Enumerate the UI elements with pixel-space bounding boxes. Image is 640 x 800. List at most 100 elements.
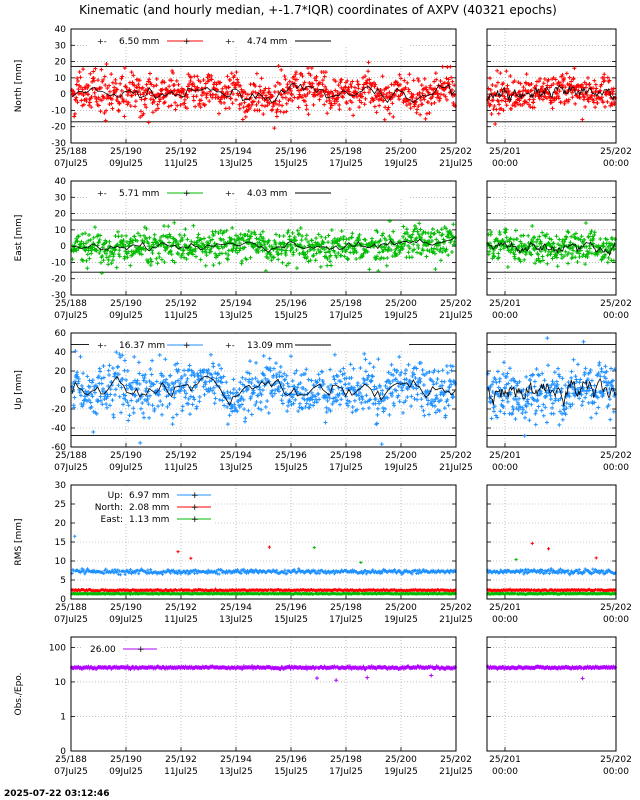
data-point-up [258,400,263,405]
data-point-north [313,93,318,98]
data-point-north [274,110,279,115]
data-point-up [578,377,583,382]
data-point-up [584,389,589,394]
data-point-north [487,76,492,81]
x-tick-label-day: 25/200 [385,603,417,613]
data-point-up [588,368,593,373]
chart-panels: North [mm]403020100-10-20-3025/18807Jul2… [14,25,632,777]
data-point-north [495,98,500,103]
data-point-up [219,366,224,371]
data-point-north [143,96,148,101]
data-point-north [72,114,77,119]
data-point-east [566,261,571,266]
data-point-east [203,263,208,268]
data-point-up [346,381,351,386]
data-point-north [202,102,207,107]
data-point-north [557,89,562,94]
data-point-north [521,88,526,93]
data-point-north [90,79,95,84]
data-point-north [89,105,94,110]
data-point-north [489,111,494,116]
data-point-up [502,411,507,416]
data-point-up [75,370,80,375]
data-point-north [253,90,258,95]
data-point-north [611,86,616,91]
data-point-east [551,241,556,246]
data-point-east [172,220,177,225]
y-tick-label: 10 [55,226,67,236]
data-point-up [525,397,530,402]
data-point-north [284,109,289,114]
data-point-north [296,105,301,110]
data-point-north [317,97,322,102]
y-axis-label-north: North [mm] [14,60,24,113]
data-point-north [343,84,348,89]
data-point-east [239,258,244,263]
data-point-east [76,234,81,239]
data-point-east [167,240,172,245]
data-point-north [374,110,379,115]
data-point-up [101,386,106,391]
data-point-north [175,103,180,108]
data-point-north [351,113,356,118]
data-point-east [521,233,526,238]
data-point-up [216,362,221,367]
data-point-up [271,366,276,371]
y-tick-label: 30 [55,193,67,203]
data-point-north [154,77,159,82]
data-point-up [501,360,506,365]
data-point-up [81,371,86,376]
data-point-north [356,86,361,91]
data-point-up [420,367,425,372]
data-point-north [195,74,200,79]
data-point-north [270,94,275,99]
data-point-east [451,222,456,227]
data-point-north [232,73,237,78]
data-point-north [158,97,163,102]
data-point-north [129,70,134,75]
data-point-up [288,354,293,359]
data-point-up [414,386,419,391]
data-point-north [193,104,198,109]
data-point-north [267,101,272,106]
data-point-east [202,236,207,241]
data-point-up [566,380,571,385]
data-point-up [496,385,501,390]
data-point-north [367,77,372,82]
data-point-north [119,88,124,93]
data-point-east [298,225,303,230]
data-point-east [185,237,190,242]
data-point-east [323,235,328,240]
data-point-up [284,373,289,378]
data-point-north [228,96,233,101]
data-point-east [84,258,89,263]
data-point-north [564,71,569,76]
data-point-north [242,100,247,105]
data-point-north [257,84,262,89]
data-point-up [498,409,503,414]
data-point-up [365,377,370,382]
data-point-up [438,384,443,389]
data-point-north [303,99,308,104]
x-tick-label-day: 25/202 [440,299,472,309]
y-axis-label-rms: RMS [mm] [14,518,24,565]
data-point-east [152,232,157,237]
data-point-north [205,91,210,96]
data-point-north [320,78,325,83]
data-point-up [220,398,225,403]
data-point-north [185,95,190,100]
data-point-north [190,81,195,86]
data-point-east [430,227,435,232]
data-point-north [263,86,268,91]
data-point-up [375,412,380,417]
data-point-up [183,395,188,400]
data-point-up [350,405,355,410]
data-point-up [224,380,229,385]
data-point-up [278,364,283,369]
data-point-north [256,100,261,105]
data-point-north [315,87,320,92]
data-point-up [227,413,232,418]
data-point-up [362,351,367,356]
x-tick-label-date: 19Jul25 [384,463,418,473]
data-point-up [211,364,216,369]
